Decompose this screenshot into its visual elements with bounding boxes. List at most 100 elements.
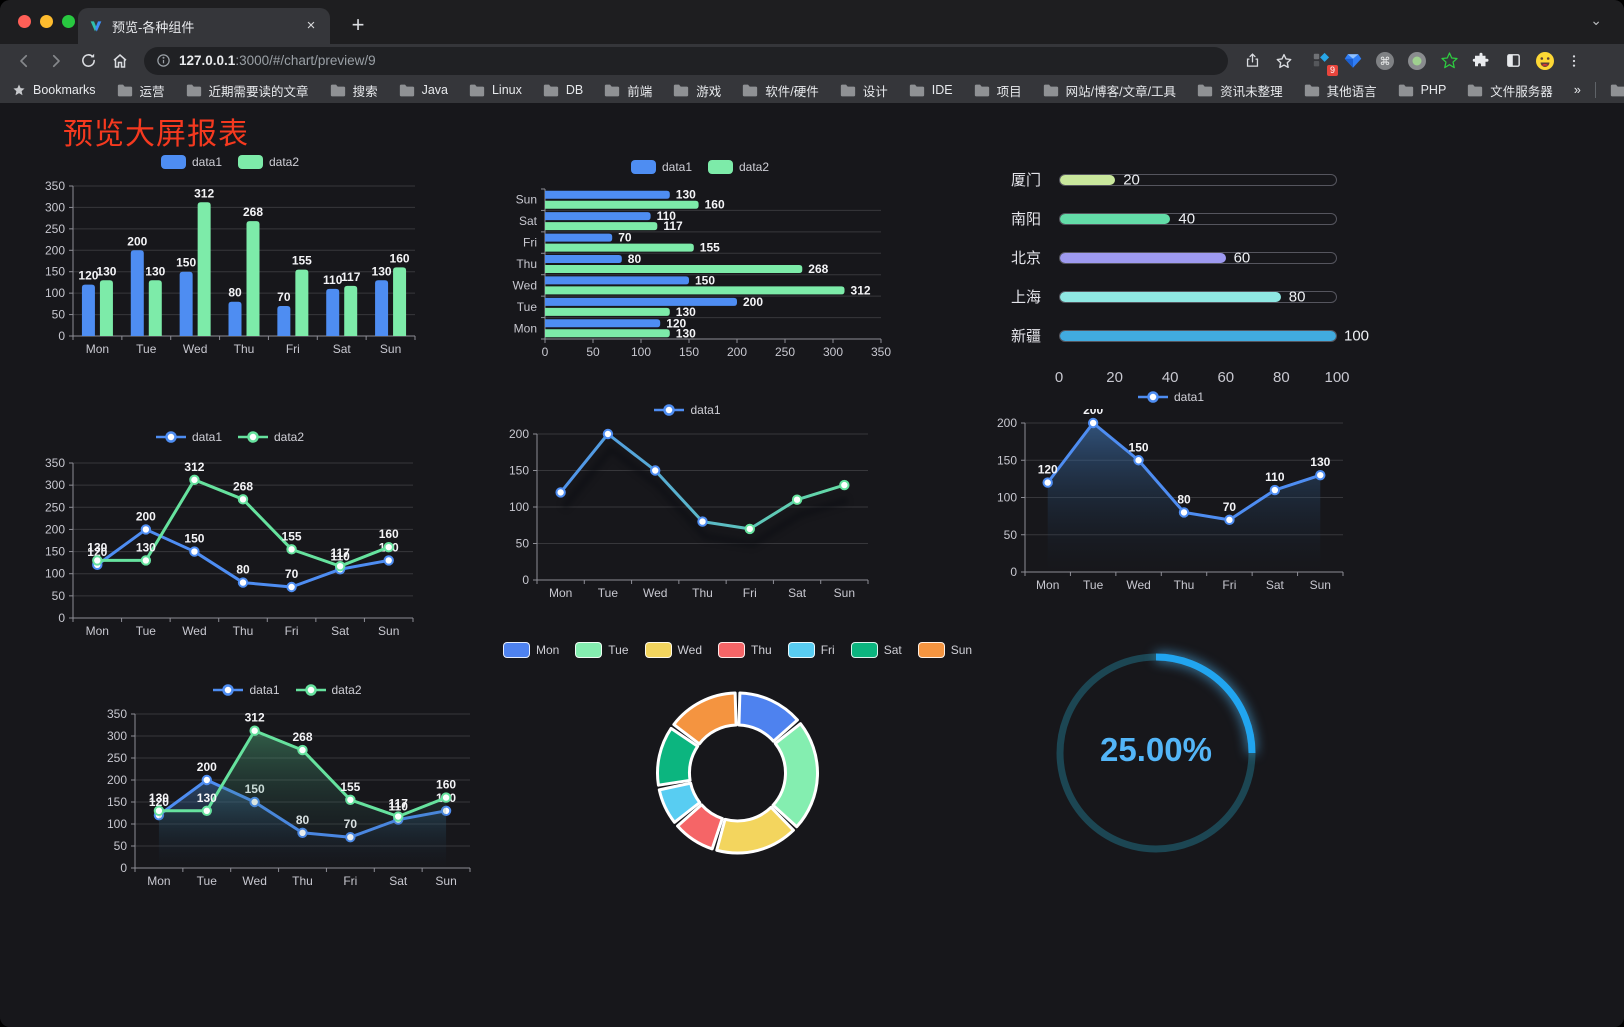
browser-tab[interactable]: 预览-各种组件 × (78, 8, 330, 44)
legend-item-data2[interactable]: data2 (708, 160, 769, 174)
bookmark-folder-item[interactable]: Linux (469, 81, 522, 100)
progress-bars-chart: 厦门 20 南阳 40 北京 60 上海 80 新疆 100 0 20 40 60 80 100 (995, 158, 1369, 388)
svg-text:130: 130 (676, 188, 696, 202)
svg-text:250: 250 (45, 500, 65, 514)
bookmarks-overflow-chevron[interactable]: » (1573, 83, 1581, 97)
zoom-window-button (62, 15, 75, 28)
extensions-area: 9 ⌘ (1310, 50, 1556, 76)
bookmarks-manager-item[interactable]: Bookmarks (12, 83, 96, 97)
line-chart: data1 data2 0 50 100 150 200 250 300 350 Mon Tue Wed… (35, 425, 425, 640)
svg-text:150: 150 (176, 256, 196, 270)
svg-text:110: 110 (657, 209, 677, 223)
svg-text:0: 0 (522, 573, 529, 587)
green-star-extension-icon[interactable] (1438, 50, 1460, 72)
legend-item-data1[interactable]: data1 (155, 430, 222, 444)
svg-text:120: 120 (149, 795, 169, 809)
legend-item-Sun[interactable]: Sun (917, 642, 972, 658)
bookmark-folder-item[interactable]: 项目 (974, 81, 1022, 100)
reload-button[interactable] (74, 47, 102, 75)
svg-text:120: 120 (1038, 463, 1058, 477)
legend-swatch (917, 642, 945, 658)
legend-swatch (850, 642, 878, 658)
bookmark-folder-item[interactable]: IDE (909, 81, 953, 100)
sogou-extension-icon[interactable]: 9 (1310, 50, 1338, 76)
legend-item-Mon[interactable]: Mon (502, 642, 559, 658)
bookmark-folder-item[interactable]: 近期需要读的文章 (186, 81, 309, 100)
gem-extension-icon[interactable] (1342, 50, 1364, 72)
address-bar[interactable]: 127.0.0.1:3000/#/chart/preview/9 (144, 46, 1228, 75)
folder-icon (1610, 84, 1624, 96)
svg-text:Thu: Thu (292, 874, 313, 888)
legend-item-Thu[interactable]: Thu (718, 642, 772, 658)
bookmark-folder-item[interactable]: DB (543, 81, 583, 100)
folder-icon (399, 84, 414, 96)
legend-item-data1[interactable]: data1 (654, 403, 721, 417)
folder-icon (543, 84, 559, 96)
bookmark-folder-item[interactable]: 网站/博客/文章/工具 (1043, 81, 1176, 100)
legend-item-Sat[interactable]: Sat (850, 642, 902, 658)
bookmark-folder-item[interactable]: 设计 (840, 81, 888, 100)
svg-text:250: 250 (107, 751, 127, 765)
svg-text:100: 100 (45, 567, 65, 581)
legend-item-Wed[interactable]: Wed (644, 642, 702, 658)
bookmark-folder-item[interactable]: 资讯未整理 (1197, 81, 1283, 100)
svg-text:250: 250 (775, 345, 795, 359)
legend-item-data1[interactable]: data1 (160, 155, 222, 169)
share-button[interactable] (1238, 47, 1266, 75)
new-tab-button[interactable]: + (351, 12, 365, 37)
svg-text:Mon: Mon (147, 874, 170, 888)
progress-fill (1060, 252, 1226, 263)
folder-icon (1043, 84, 1058, 96)
bookmark-folder-item[interactable]: 搜索 (330, 81, 378, 100)
legend-item-data1[interactable]: data1 (213, 683, 280, 697)
tab-search-chevron-icon[interactable]: ⌄ (1590, 12, 1602, 28)
browser-menu-kebab-icon[interactable] (1560, 47, 1588, 75)
bookmark-folder-item[interactable]: Java (399, 81, 448, 100)
command-extension-icon[interactable]: ⌘ (1374, 50, 1396, 72)
bookmark-folder-item[interactable]: 其他语言 (1304, 81, 1377, 100)
svg-text:Wed: Wed (242, 874, 266, 888)
svg-text:Tue: Tue (598, 586, 619, 600)
legend-item-data2[interactable]: data2 (238, 155, 299, 169)
svg-text:100: 100 (45, 286, 65, 300)
bookmark-folder-item[interactable]: 游戏 (673, 81, 721, 100)
legend-item-data1[interactable]: data1 (1137, 390, 1204, 404)
svg-text:Thu: Thu (234, 342, 255, 356)
sidebar-extension-icon[interactable] (1502, 50, 1524, 72)
extensions-puzzle-icon[interactable] (1470, 50, 1492, 72)
area-line-chart: data1 0 50 100 150 200 Mon Tue Wed Thu Fri Sat Sun 12… (985, 385, 1357, 595)
svg-text:200: 200 (45, 522, 65, 536)
recorder-extension-icon[interactable] (1406, 50, 1428, 72)
legend-item-Fri[interactable]: Fri (787, 642, 835, 658)
svg-text:200: 200 (45, 243, 65, 257)
stacked-area-line-chart: data1 data2 0 50 100 150 200 250 300 350 Mon Tue Wed… (95, 678, 480, 890)
home-button[interactable] (106, 47, 134, 75)
forward-button[interactable] (42, 47, 70, 75)
legend-item-Tue[interactable]: Tue (575, 642, 629, 658)
tab-close-icon[interactable]: × (306, 17, 316, 34)
bookmark-folder-item[interactable]: 前端 (604, 81, 652, 100)
bookmark-folder-item[interactable]: 运营 (117, 81, 165, 100)
chart-legend: data1 data2 (35, 150, 425, 174)
bookmark-star-button[interactable] (1270, 47, 1298, 75)
bookmark-folder-item[interactable]: 软件/硬件 (742, 81, 819, 100)
bookmark-folder-item[interactable]: PHP (1398, 81, 1446, 100)
legend-item-data2[interactable]: data2 (295, 683, 362, 697)
legend-item-data1[interactable]: data1 (630, 160, 692, 174)
site-info-icon[interactable] (156, 53, 171, 68)
svg-text:300: 300 (107, 729, 127, 743)
svg-text:155: 155 (340, 780, 360, 794)
back-button[interactable] (10, 47, 38, 75)
svg-text:350: 350 (107, 707, 127, 721)
svg-text:50: 50 (52, 589, 66, 603)
svg-text:312: 312 (194, 186, 214, 200)
legend-item-data2[interactable]: data2 (238, 430, 304, 444)
folder-icon (1304, 84, 1319, 96)
other-bookmarks-item[interactable]: 其他书签 (1610, 81, 1624, 100)
svg-text:Wed: Wed (183, 342, 207, 356)
svg-text:200: 200 (997, 416, 1017, 430)
traffic-lights[interactable] (18, 15, 75, 28)
emoji-extension-icon[interactable] (1534, 50, 1556, 72)
bookmark-folder-item[interactable]: 文件服务器 (1467, 81, 1553, 100)
svg-text:117: 117 (330, 546, 350, 560)
